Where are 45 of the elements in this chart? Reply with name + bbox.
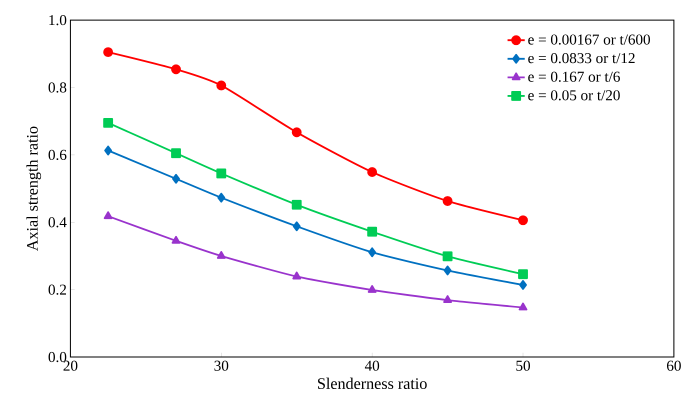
legend-label: e = 0.00167 or t/600 [528, 34, 650, 44]
x-tick-label: 20 [64, 360, 78, 371]
point [217, 192, 226, 202]
point [172, 236, 180, 244]
y-tick-label: 0.8 [48, 82, 66, 92]
point [171, 148, 181, 158]
y-tick-label: 0.0 [48, 352, 66, 362]
point [104, 145, 112, 156]
y-tick-label: 0.2 [48, 284, 66, 295]
point [443, 294, 452, 303]
point [519, 280, 527, 290]
point [292, 200, 302, 210]
point [216, 80, 226, 90]
legend-label: e = 0.167 or t/6 [528, 71, 620, 82]
point [216, 250, 226, 259]
point [103, 46, 114, 57]
y-axis-title: Axial strength ratio [26, 126, 42, 251]
y-tick-label: 0.6 [48, 150, 66, 160]
point [444, 265, 452, 276]
point [172, 174, 180, 184]
point [518, 269, 528, 279]
point [518, 215, 528, 225]
point [104, 211, 113, 219]
x-axis-title: Slenderness ratio [318, 377, 427, 389]
y-tick-label: 1.0 [49, 14, 66, 26]
x-tick-label: 60 [666, 360, 681, 371]
point [442, 251, 453, 262]
y-tick-label: 0.4 [48, 216, 67, 228]
point [518, 302, 528, 310]
point [292, 221, 301, 232]
point [368, 247, 376, 257]
point [367, 166, 378, 177]
point [367, 226, 378, 236]
x-tick-label: 50 [516, 360, 530, 371]
point [292, 271, 302, 280]
point [103, 118, 114, 128]
point [171, 64, 181, 74]
x-tick-label: 30 [214, 360, 228, 371]
point [442, 196, 453, 206]
point [292, 127, 302, 138]
point [368, 284, 377, 293]
x-tick-label: 40 [364, 360, 380, 371]
point [216, 168, 226, 178]
legend-label: e = 0.0833 or t/12 [528, 52, 635, 64]
legend-label: e = 0.05 or t/20 [528, 90, 620, 100]
